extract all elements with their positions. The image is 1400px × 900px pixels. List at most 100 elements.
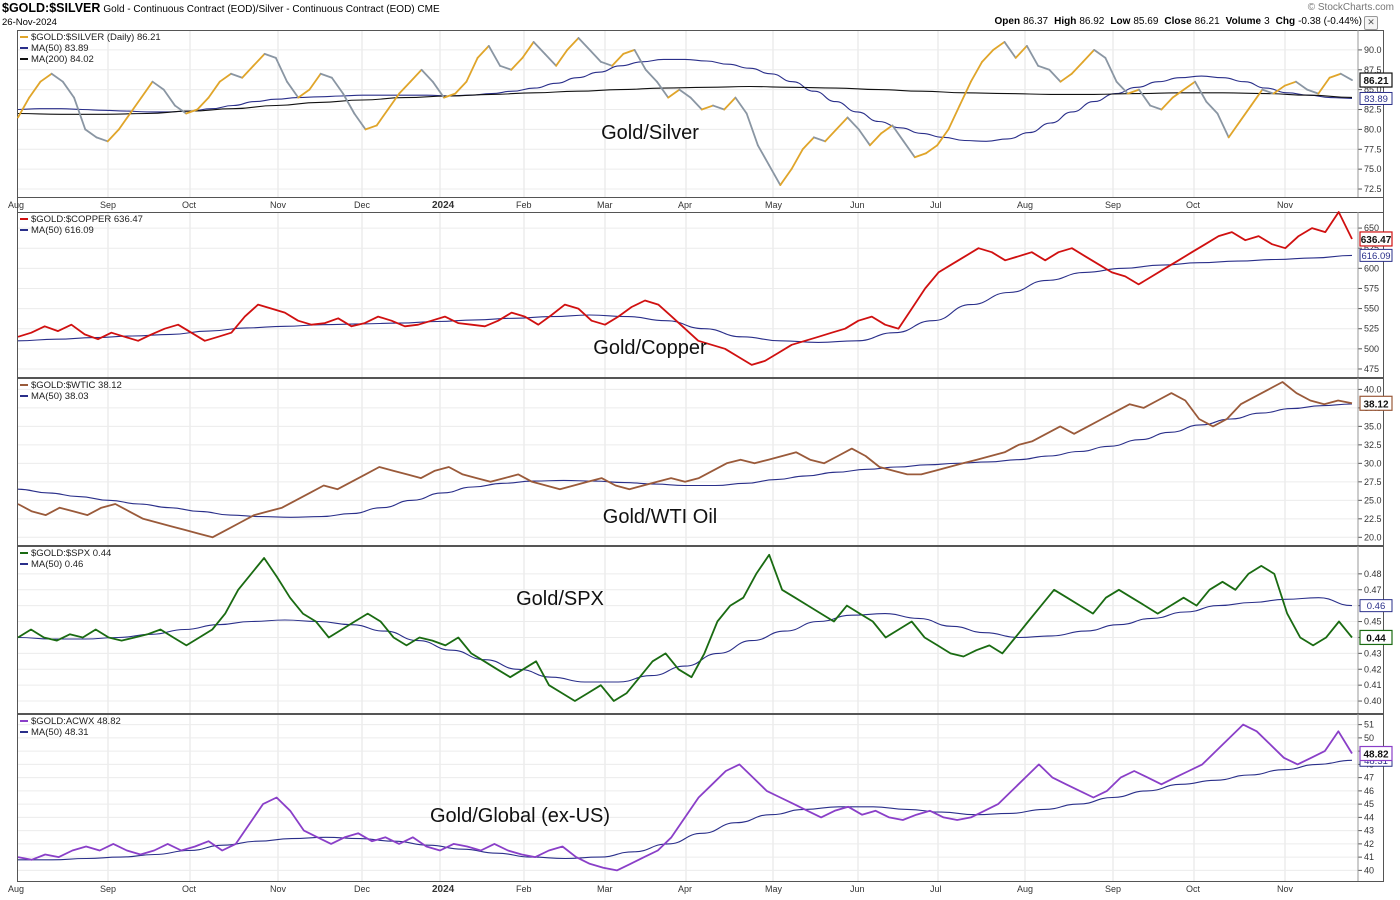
- legend-entry[interactable]: $GOLD:$SPX 0.44: [31, 548, 111, 559]
- price-segment: [218, 72, 232, 83]
- y-tick-label: 85.0: [1364, 85, 1382, 95]
- ma-value-badge: [1359, 599, 1393, 613]
- price-segment: [241, 64, 255, 79]
- price-segment: [779, 168, 793, 186]
- legend-entry[interactable]: MA(50) 616.09: [31, 225, 94, 236]
- price-segment: [431, 80, 445, 99]
- price-segment: [398, 80, 412, 95]
- price-segment: [387, 92, 401, 111]
- y-tick-label: 525: [1364, 324, 1379, 334]
- price-segment: [611, 52, 625, 67]
- price-segment: [1306, 88, 1320, 95]
- price-segment: [420, 68, 434, 83]
- month-label: Nov: [270, 884, 287, 894]
- price-segment: [678, 88, 692, 99]
- price-segment: [230, 72, 244, 79]
- price-segment: [1048, 68, 1062, 83]
- y-tick-label: 80.0: [1364, 124, 1382, 134]
- price-segment: [936, 128, 950, 147]
- price-segment: [1205, 100, 1219, 115]
- price-segment: [1317, 76, 1331, 95]
- price-segment: [723, 96, 737, 111]
- price-segment: [1238, 104, 1253, 123]
- last-value-badge: [1359, 395, 1393, 411]
- ma200-line: [17, 85, 1353, 115]
- chart-description: Gold - Continuous Contract (EOD)/Silver …: [103, 4, 440, 15]
- price-segment: [151, 80, 165, 91]
- price-segment: [129, 96, 143, 115]
- price-segment: [1328, 72, 1342, 79]
- ma-value-label: 48.31: [1364, 756, 1388, 767]
- ma-value-badge: [1359, 91, 1393, 105]
- price-segment: [656, 80, 670, 99]
- legend-entry[interactable]: MA(50) 83.89: [31, 43, 89, 54]
- month-label: Sep: [100, 884, 116, 894]
- last-value-badge: [1359, 72, 1393, 88]
- price-segment: [981, 49, 995, 63]
- y-tick-label: 32.5: [1364, 440, 1382, 450]
- ohlc-high: High 86.92: [1054, 16, 1104, 27]
- x-axis-strip: [0, 198, 1400, 211]
- price-segment: [1283, 80, 1297, 87]
- y-tick-label: 43: [1364, 826, 1374, 836]
- y-tick-label: 27.5: [1364, 477, 1382, 487]
- last-value-badge: [1359, 629, 1393, 646]
- month-label: Sep: [1105, 884, 1121, 894]
- price-segment: [824, 128, 838, 143]
- brand-watermark[interactable]: © StockCharts.com: [1307, 2, 1394, 13]
- price-segment: [521, 41, 535, 59]
- price-segment: [510, 56, 524, 71]
- ma-value-label: 616.09: [1361, 251, 1390, 262]
- month-label: Oct: [1186, 884, 1201, 894]
- price-segment: [443, 92, 457, 99]
- price-segment: [95, 136, 109, 143]
- price-segment: [476, 45, 490, 59]
- month-label: Nov: [270, 200, 287, 210]
- price-segment: [925, 144, 939, 155]
- panel-gold-copper: 475 500 525 550 575 600 625 650 $GOLD:$COPPER 63…: [17, 211, 1393, 378]
- legend-entry[interactable]: $GOLD:$COPPER 636.47: [31, 214, 143, 225]
- chart-title: $GOLD:$SILVER Gold - Continuous Contract …: [2, 1, 440, 15]
- legend-entry[interactable]: MA(50) 38.03: [31, 391, 89, 402]
- legend-entry[interactable]: MA(50) 0.46: [31, 559, 83, 570]
- ma50-line: [18, 759, 1353, 861]
- close-icon[interactable]: ✕: [1364, 16, 1378, 30]
- y-tick-label: 40: [1364, 865, 1374, 875]
- ohlc-label: Low: [1110, 16, 1131, 27]
- legend-entry[interactable]: MA(50) 48.31: [31, 727, 89, 738]
- y-tick-label: 82.5: [1364, 105, 1382, 115]
- ohlc-value: 86.21: [1194, 16, 1220, 27]
- panel-label: Gold/Copper: [593, 337, 707, 359]
- price-segment: [28, 80, 42, 99]
- price-segment: [39, 72, 53, 83]
- legend-entry[interactable]: $GOLD:$SILVER (Daily) 86.21: [31, 32, 161, 43]
- price-line: [17, 723, 1353, 872]
- price-segment: [1037, 64, 1051, 71]
- legend-entry[interactable]: $GOLD:ACWX 48.82: [31, 716, 121, 727]
- ohlc-label: Volume: [1225, 16, 1262, 27]
- panel-gold-global-ex-us-: 404142434445464748495051$GOLD:ACWX 48.82…: [8, 714, 1393, 895]
- ohlc-value: 85.69: [1133, 16, 1159, 27]
- price-segment: [308, 72, 322, 91]
- price-segment: [1227, 120, 1241, 139]
- price-segment: [880, 124, 894, 135]
- legend-entry[interactable]: $GOLD:$WTIC 38.12: [31, 380, 122, 391]
- y-tick-label: 600: [1364, 263, 1379, 273]
- price-segment: [1138, 88, 1152, 107]
- ma50-line: [17, 403, 1353, 518]
- price-segment: [756, 144, 770, 167]
- price-segment: [50, 72, 64, 83]
- price-segment: [1194, 80, 1208, 103]
- legend-entry[interactable]: MA(200) 84.02: [31, 54, 94, 65]
- panel-border: [17, 378, 1384, 546]
- price-segment: [1339, 72, 1353, 81]
- last-value-label: 48.82: [1363, 750, 1388, 761]
- price-segment: [992, 41, 1006, 51]
- y-tick-label: 650: [1364, 223, 1379, 233]
- y-tick-label: 0.48: [1364, 569, 1382, 579]
- price-segment: [555, 49, 569, 67]
- price-segment: [1182, 80, 1196, 91]
- ohlc-low: Low 85.69: [1110, 16, 1158, 27]
- price-segment: [375, 108, 389, 127]
- chart-symbol[interactable]: $GOLD:$SILVER: [2, 1, 101, 15]
